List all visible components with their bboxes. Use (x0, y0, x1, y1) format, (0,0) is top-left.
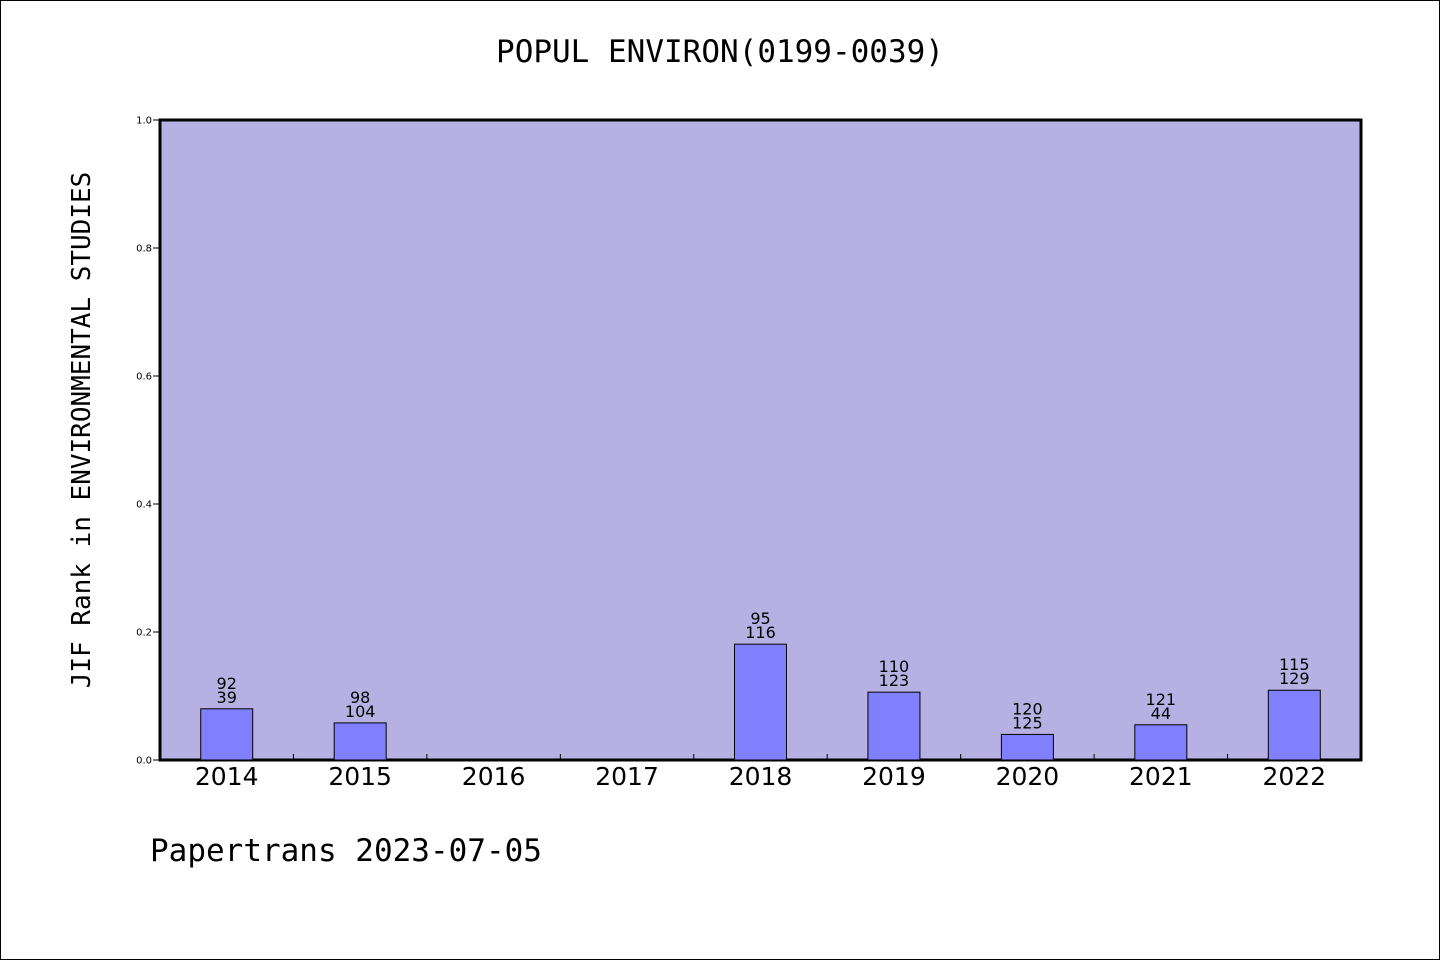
x-tick-label: 2019 (862, 762, 926, 791)
bar (734, 643, 787, 761)
bar-label-top: 120 (1012, 699, 1043, 718)
y-tick-label: 0.2 (136, 628, 152, 639)
bar-label-top: 115 (1279, 655, 1310, 674)
bar (1000, 733, 1054, 761)
x-axis: 2014 2015 2016 2017 2018 2019 2020 2021 2022 (195, 754, 1326, 791)
x-tick-label: 2020 (996, 762, 1060, 791)
footer-note: Papertrans 2023-07-05 (150, 833, 542, 869)
x-tick-label: 2016 (462, 762, 526, 791)
x-tick-label: 2017 (595, 762, 659, 791)
bar (1267, 689, 1321, 761)
y-tick-label: 0.4 (136, 500, 152, 511)
bar-label-top: 98 (350, 688, 370, 707)
bar-label-top: 95 (750, 609, 770, 628)
chart-title: POPUL ENVIRON(0199-0039) (496, 34, 944, 70)
x-tick-label: 2021 (1129, 762, 1193, 791)
bar-label-bottom: 44 (1151, 704, 1171, 723)
bar-label-bottom: 129 (1279, 669, 1310, 688)
bar-label-bottom: 104 (345, 702, 376, 721)
bar-label-top: 92 (217, 674, 237, 693)
y-tick-label: 0.0 (136, 756, 152, 767)
y-tick-label: 1.0 (136, 116, 152, 127)
bar (200, 708, 254, 761)
bar-label-top: 110 (879, 657, 910, 676)
x-tick-label: 2018 (729, 762, 793, 791)
bar (867, 691, 921, 761)
y-tick-label: 0.6 (136, 372, 152, 383)
bar-label-bottom: 116 (745, 623, 776, 642)
x-tick-label: 2022 (1262, 762, 1326, 791)
y-axis: 0.0 0.2 0.4 0.6 0.8 1.0 (136, 116, 160, 767)
bar-label-top: 121 (1146, 690, 1177, 709)
bar-label-bottom: 123 (879, 671, 910, 690)
bar (1134, 724, 1188, 761)
bars (200, 643, 1321, 761)
bar-label-bottom: 125 (1012, 713, 1043, 732)
y-tick-label: 0.8 (136, 244, 152, 255)
x-tick-label: 2015 (328, 762, 392, 791)
bar-label-bottom: 39 (217, 688, 237, 707)
y-axis-label: JIF Rank in ENVIRONMENTAL STUDIES (67, 172, 97, 689)
bar (333, 722, 387, 761)
x-tick-label: 2014 (195, 762, 259, 791)
